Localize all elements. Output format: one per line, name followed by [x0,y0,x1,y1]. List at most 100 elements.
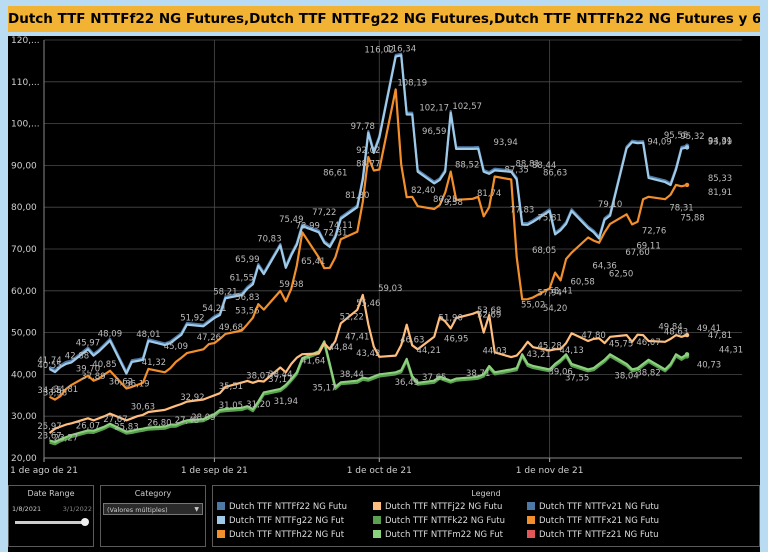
legend-label: Dutch TTF NTTFv21 NG Futu [539,502,660,512]
data-label: 72,76 [642,226,666,236]
data-label: 38,04 [614,372,638,382]
data-label: 38,71 [466,369,490,379]
slider-handle[interactable] [81,518,89,526]
data-label: 81,74 [477,189,501,199]
data-label: 102,57 [452,102,482,112]
data-label: 93,94 [493,138,517,148]
data-label: 58,21 [213,287,237,297]
legend-item[interactable]: Dutch TTF NTTFf22 NG Futu [217,502,347,515]
data-label: 94,31 [708,136,732,146]
y-tick-label: 40,00 [11,370,37,380]
y-tick-label: 90,00 [11,161,37,171]
data-label: 44,13 [559,346,583,356]
date-range-end: 3/1/2022 [62,505,92,513]
data-label: 35,17 [312,384,336,394]
series-end-point [684,352,690,357]
data-label: 62,50 [609,269,633,279]
data-label: 26,07 [76,422,100,432]
chart-area[interactable]: 20,00 30,00 40,00 50,00 60,00 70,00 80,00 90,00… [8,36,760,482]
legend-item[interactable]: Dutch TTF NTTFm22 NG Fut [373,530,503,543]
legend-title: Legend [471,489,501,498]
data-label: 88,44 [532,161,556,171]
data-label: 88,77 [356,160,380,170]
data-label: 65,41 [301,257,325,267]
data-label: 36,49 [395,378,419,388]
data-label: 39,06 [548,367,572,377]
series-line [49,88,688,401]
data-label: 37,55 [565,374,589,384]
data-label: 82,40 [411,186,435,196]
data-label: 61,55 [230,273,254,283]
data-label: 44,31 [719,345,743,355]
data-label: 45,97 [76,338,100,348]
data-label: 58,41 [548,286,572,296]
legend-item[interactable]: Dutch TTF NTTFh22 NG Fut [217,530,344,543]
legend-item[interactable]: Dutch TTF NTTFj22 NG Futu [373,502,502,515]
legend-label: Dutch TTF NTTFf22 NG Futu [229,502,348,512]
data-label: 72,31 [323,228,347,238]
legend-item[interactable]: Dutch TTF NTTFg22 NG Fut [217,516,344,529]
y-tick-label: 120,... [11,36,40,46]
category-filter[interactable]: Category (Valores múltiples) ▼ [100,485,206,547]
chevron-down-icon[interactable]: ▼ [194,506,199,513]
legend-swatch [217,502,225,510]
data-label: 40,55 [37,361,61,371]
data-label: 41,32 [142,358,166,368]
data-label: 28,09 [191,413,215,423]
legend-swatch [217,530,225,538]
y-tick-label: 70,00 [11,245,37,255]
data-label: 40,73 [697,360,721,370]
data-label: 54,21 [202,304,226,314]
line-chart[interactable]: 20,00 30,00 40,00 50,00 60,00 70,00 80,00 90,00… [8,36,760,482]
x-tick-label: 1 de nov de 21 [516,466,584,476]
legend-item[interactable]: Dutch TTF NTTFk22 NG Futu [373,516,505,529]
legend-swatch [527,530,535,538]
data-label: 33,98 [43,389,67,399]
data-label: 41,64 [301,357,325,367]
y-tick-label: 30,00 [11,412,37,422]
category-title: Category [134,489,172,498]
data-label: 36,62 [109,378,133,388]
data-label: 40,85 [92,360,116,370]
data-label: 116,34 [386,44,416,54]
legend-label: Dutch TTF NTTFg22 NG Fut [229,516,345,526]
y-tick-label: 110,... [11,78,40,88]
data-label: 95,55 [664,131,688,141]
data-label: 86,61 [323,169,347,179]
data-label: 44,03 [483,347,507,357]
legend-item[interactable]: Dutch TTF NTTFx21 NG Futu [527,516,659,529]
category-dropdown[interactable]: (Valores múltiples) ▼ [103,503,203,515]
data-label: 43,42 [356,349,380,359]
chart-title: Dutch TTF NTTFf22 NG Futures,Dutch TTF N… [8,6,760,32]
data-label: 81,91 [708,188,732,198]
date-range-start: 1/8/2021 [12,505,42,513]
x-tick-label: 1 de sep de 21 [181,466,248,476]
legend-item[interactable]: Dutch TTF NTTFv21 NG Futu [527,502,659,515]
data-label: 60,58 [570,277,594,287]
data-label: 73,99 [296,221,320,231]
data-label: 93,99 [708,138,732,148]
data-label: 44,21 [417,346,441,356]
series-end-point [684,332,690,338]
data-label: 54,20 [543,304,567,314]
legend-item[interactable]: Dutch TTF NTTFz21 NG Futu [527,530,659,543]
data-label: 47,80 [581,331,605,341]
data-label: 45,09 [164,342,188,352]
data-label: 38,44 [268,370,292,380]
data-label: 34,81 [54,385,78,395]
data-label: 30,63 [131,403,155,413]
y-tick-label: 60,00 [11,287,37,297]
date-range-filter[interactable]: Date Range 1/8/2021 3/1/2022 [8,485,94,547]
data-label: 57,94 [537,288,561,298]
data-label: 45,75 [609,339,633,349]
date-range-title: Date Range [27,489,75,498]
data-label: 47,26 [197,333,221,343]
data-label: 108,19 [397,78,427,88]
data-label: 96,59 [422,127,446,137]
data-label: 68,05 [532,246,556,256]
data-label: 27,46 [175,416,199,426]
date-range-slider[interactable] [15,518,89,526]
data-label: 31,05 [219,401,243,411]
legend-label: Dutch TTF NTTFj22 NG Futu [385,502,503,512]
legend-label: Dutch TTF NTTFh22 NG Fut [229,530,345,540]
